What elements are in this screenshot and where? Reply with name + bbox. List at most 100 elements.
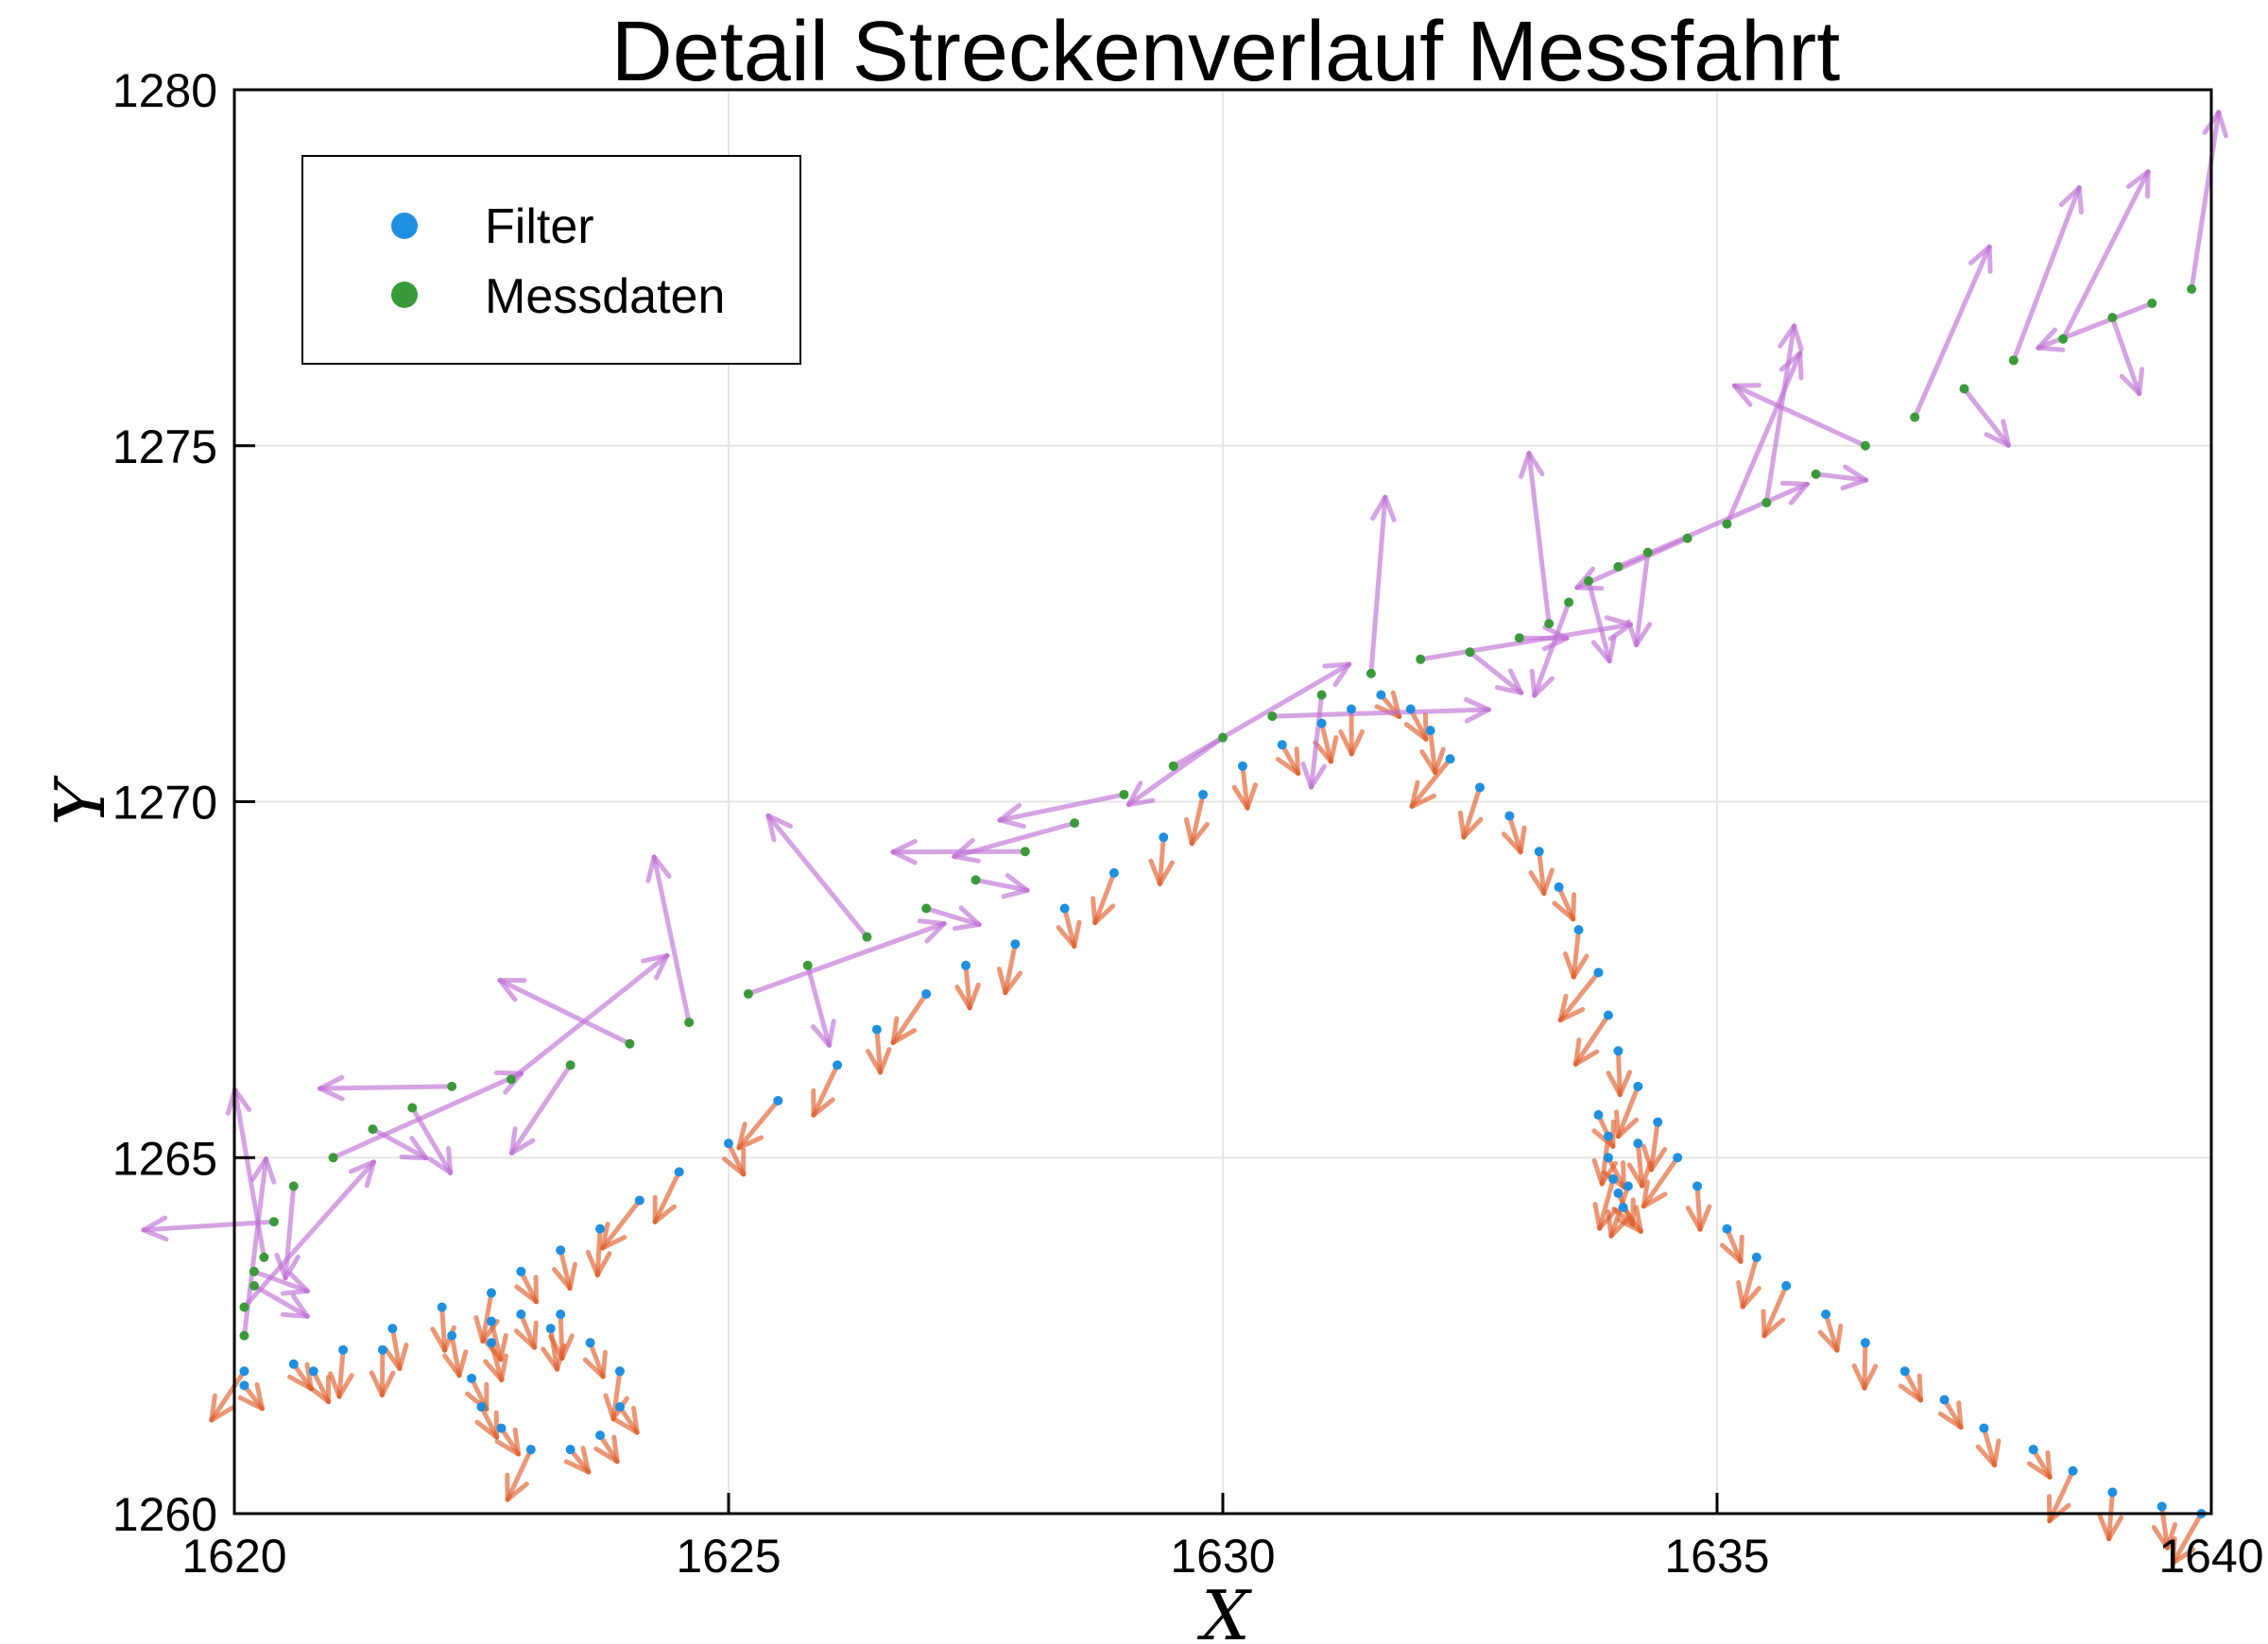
filter-point xyxy=(1860,1338,1870,1348)
arrow-head xyxy=(865,1049,884,1075)
arrow-head xyxy=(336,1373,354,1399)
arrow-shaft xyxy=(651,854,692,1025)
arrow-head xyxy=(1125,797,1156,808)
filter-point xyxy=(1554,882,1564,892)
messdaten-point xyxy=(1544,619,1555,629)
messdaten-point xyxy=(1564,597,1574,608)
arrow-shaft xyxy=(1962,385,2011,448)
arrow-head xyxy=(1572,1037,1582,1067)
arrow-head xyxy=(1557,993,1569,1023)
arrow-shaft xyxy=(1572,1013,1611,1067)
arrow-head xyxy=(890,1016,900,1046)
arrow-head xyxy=(1640,1160,1654,1189)
arrow-head xyxy=(1494,685,1524,695)
arrow-head xyxy=(1092,903,1116,926)
arrow-head xyxy=(508,1138,536,1156)
arrow-shaft xyxy=(923,906,982,928)
arrow-head xyxy=(1332,661,1352,688)
arrow-head xyxy=(1641,1179,1650,1209)
arrows xyxy=(141,110,2228,1566)
arrow-shaft xyxy=(973,877,1030,893)
arrow-head xyxy=(878,1047,892,1075)
messdaten-point xyxy=(2058,334,2069,344)
arrow-head xyxy=(2165,1522,2178,1550)
arrow-head xyxy=(736,1122,747,1151)
arrow-shaft xyxy=(1597,1176,1616,1231)
arrow-head xyxy=(512,1427,522,1457)
arrow-shaft xyxy=(746,921,947,997)
arrow-shaft xyxy=(1823,1311,1840,1353)
arrow-shaft xyxy=(600,1197,643,1251)
points xyxy=(239,283,2207,1518)
filter-point xyxy=(556,1245,566,1256)
arrow-shaft xyxy=(1615,1084,1641,1139)
arrow-shaft xyxy=(505,1447,534,1502)
arrow-head xyxy=(1464,696,1491,712)
messdaten-point xyxy=(239,1330,249,1341)
messdaten-point xyxy=(1613,561,1624,572)
messdaten-point xyxy=(625,1038,635,1049)
arrow-head xyxy=(594,1251,612,1277)
arrow-head xyxy=(1617,1070,1633,1098)
arrow-shaft xyxy=(1641,1155,1680,1209)
filter-point xyxy=(1593,968,1604,978)
messdaten-point xyxy=(1959,384,1969,394)
filter-point xyxy=(674,1167,684,1177)
arrow-head xyxy=(917,918,947,927)
filter-point xyxy=(1722,1224,1732,1234)
arrow-head xyxy=(474,1419,500,1440)
filter-point xyxy=(1633,1081,1643,1091)
arrow-head xyxy=(1606,1070,1623,1098)
arrow-head xyxy=(1001,887,1030,899)
arrow-head xyxy=(1562,951,1576,980)
arrow-head xyxy=(2045,1450,2053,1480)
arrow-head xyxy=(1189,821,1210,847)
legend-label-filter: Filter xyxy=(485,199,594,254)
arrow-head xyxy=(1592,1202,1603,1231)
arrow-shaft xyxy=(1557,969,1601,1023)
arrow-head xyxy=(1608,1216,1631,1239)
arrow-shaft xyxy=(1526,451,1552,626)
arrow-head xyxy=(2036,327,2058,351)
messdaten-point xyxy=(1682,533,1692,543)
filter-point xyxy=(1939,1395,1950,1405)
arrow-head xyxy=(1541,867,1555,897)
arrow-shaft xyxy=(2106,1489,2115,1542)
arrow-head xyxy=(563,1459,592,1475)
filter-point xyxy=(1692,1181,1703,1191)
arrow-shaft xyxy=(1606,1155,1626,1190)
arrow-shaft xyxy=(2060,169,2151,342)
messdaten-point xyxy=(2147,299,2157,309)
arrow-head xyxy=(811,1097,835,1118)
messdaten-point xyxy=(1267,711,1278,722)
arrow-head xyxy=(600,1349,608,1379)
messdaten-point xyxy=(249,1266,259,1276)
arrow-head xyxy=(514,1284,539,1305)
arrow-head xyxy=(318,1086,345,1102)
arrow-head xyxy=(1738,1234,1744,1264)
arrow-shaft xyxy=(1409,756,1453,809)
arrow-head xyxy=(997,817,1026,829)
arrow-head xyxy=(952,922,982,932)
y-tick-label: 1260 xyxy=(112,1488,217,1541)
arrow-shaft xyxy=(1724,1226,1744,1264)
arrow-shaft xyxy=(1428,728,1438,776)
arrow-shaft xyxy=(811,1062,840,1118)
filter-point xyxy=(921,988,932,999)
messdaten-point xyxy=(1366,668,1376,678)
filter-point xyxy=(1237,761,1247,771)
arrow-head xyxy=(1528,870,1547,897)
arrow-shaft xyxy=(1724,351,1803,527)
messdaten-point xyxy=(407,1103,418,1113)
filter-point xyxy=(1781,1280,1792,1291)
x-axis-label: X xyxy=(1196,1576,1252,1644)
arrow-head xyxy=(1761,1317,1786,1339)
tick-labels: 1620 1625 1630 1635 1640 1260 1265 1270 1275 1280 xyxy=(112,64,2264,1583)
messdaten-point xyxy=(921,903,932,914)
arrow-head xyxy=(1992,1438,2002,1468)
filter-point xyxy=(1979,1423,1989,1433)
arrow-shaft xyxy=(1813,471,1869,483)
arrow-shaft xyxy=(497,977,632,1047)
arrow-head xyxy=(952,837,975,860)
arrow-head xyxy=(1731,383,1761,388)
